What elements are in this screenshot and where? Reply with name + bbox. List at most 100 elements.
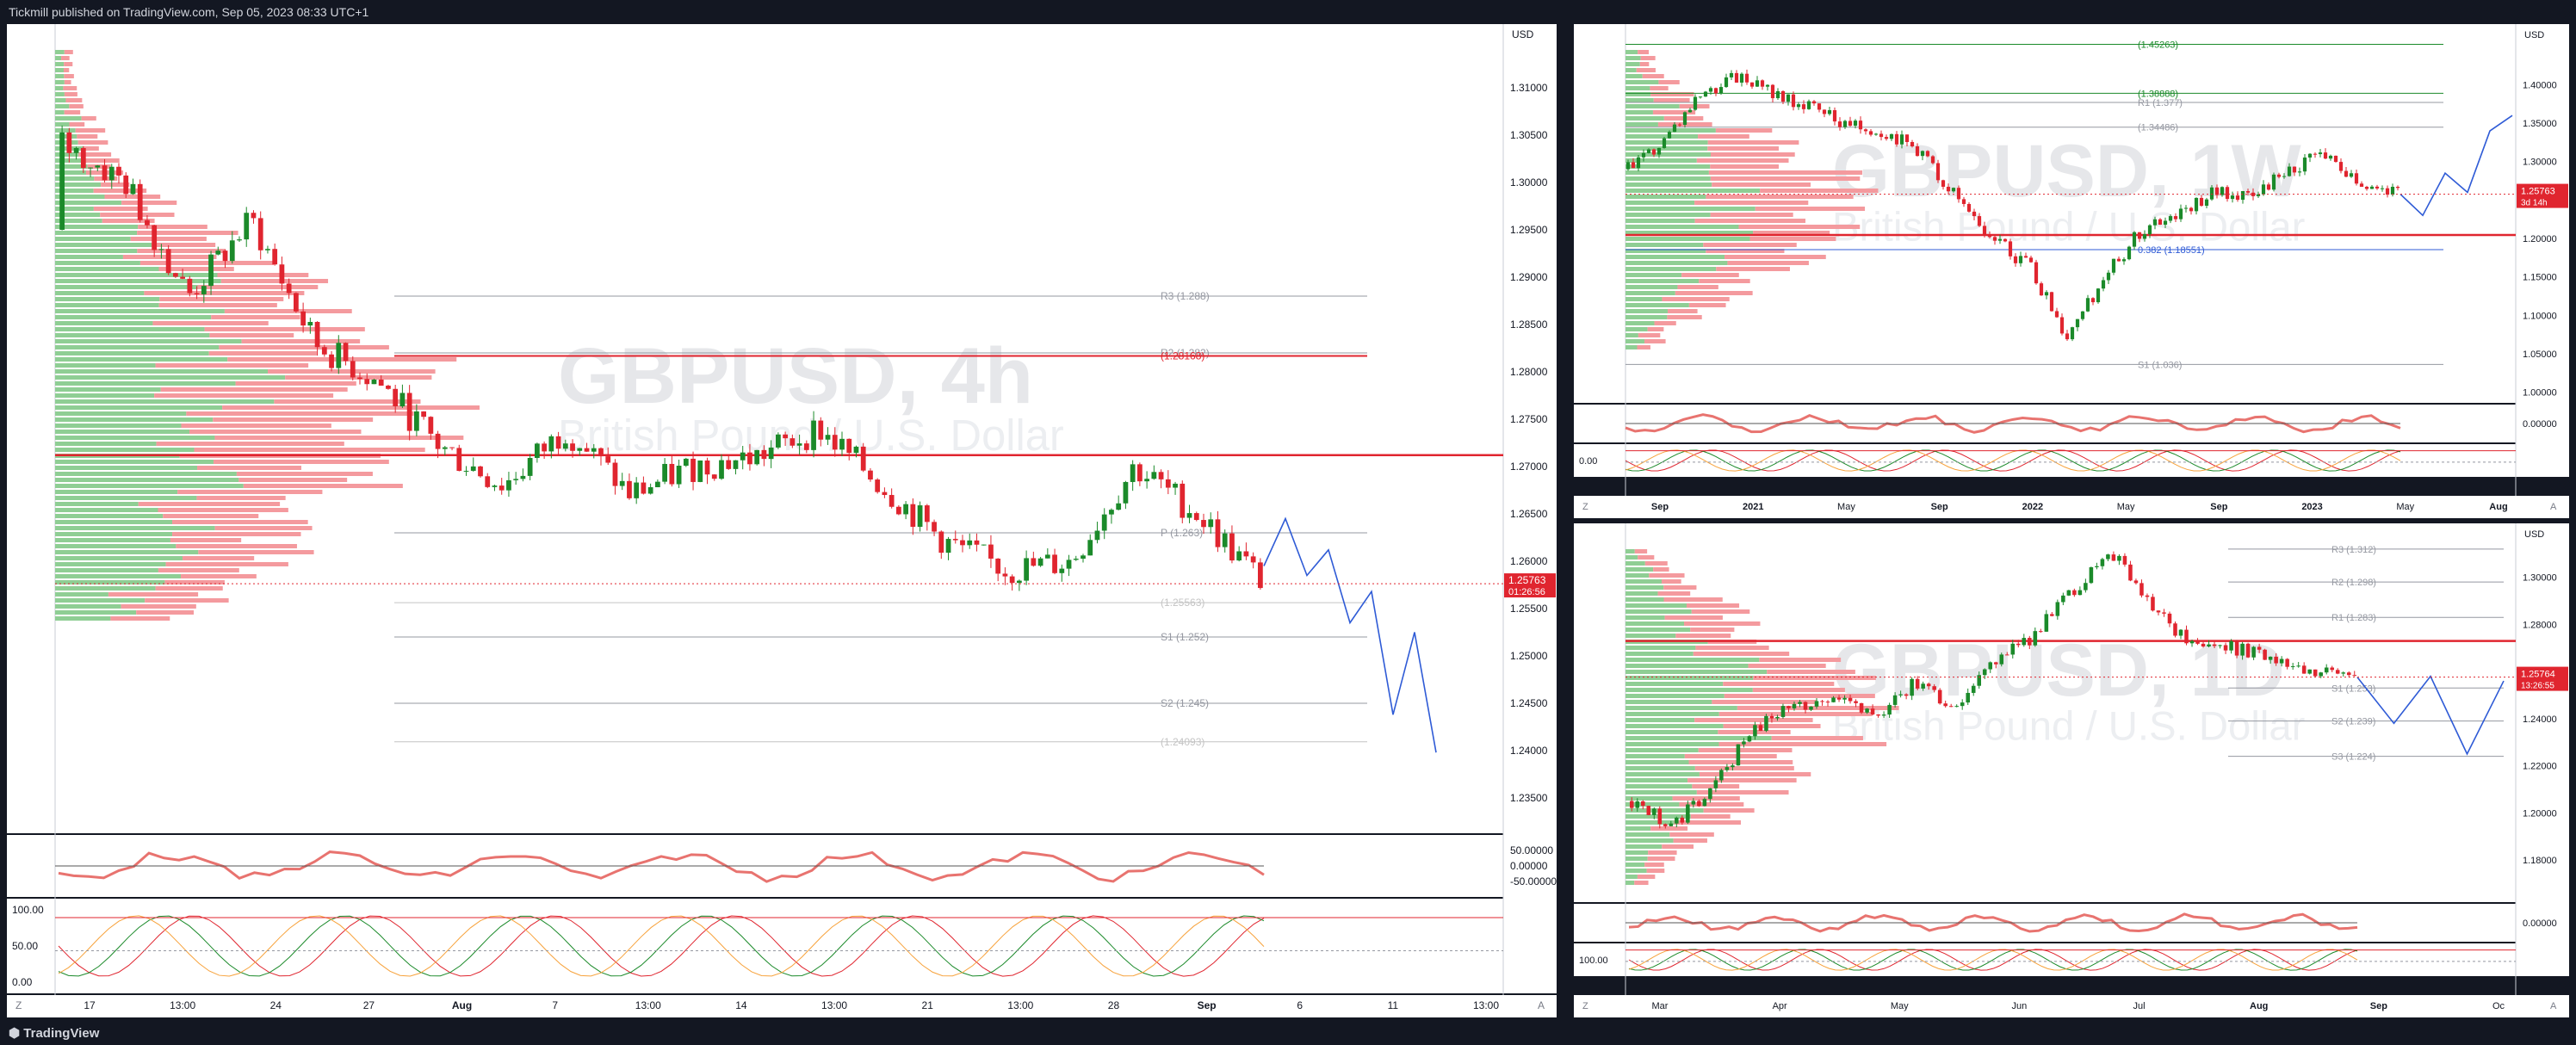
- candle-body: [733, 460, 739, 469]
- candle-body: [1899, 134, 1904, 145]
- volume-bar-buy: [55, 399, 275, 404]
- candle-body: [237, 239, 242, 241]
- candle-body: [1765, 84, 1770, 87]
- volume-bar-sell: [1749, 237, 1836, 241]
- candle: [1087, 534, 1093, 556]
- candle-body: [456, 448, 462, 471]
- time-tick: 17: [84, 999, 96, 1011]
- candle: [619, 473, 625, 491]
- candle: [1904, 693, 1909, 700]
- candle: [1739, 72, 1744, 87]
- candle: [910, 498, 916, 535]
- candle-body: [1798, 702, 1802, 704]
- candle: [343, 342, 349, 366]
- candle-body: [1946, 186, 1951, 192]
- candle: [2142, 230, 2147, 242]
- level-label: S1 (1.252): [1161, 631, 1209, 643]
- tv-brand-icon: ⬢: [9, 1026, 21, 1041]
- volume-bar-sell: [236, 472, 373, 476]
- candle-body: [825, 435, 831, 440]
- candle-body: [173, 273, 178, 277]
- candle-body: [2122, 555, 2127, 565]
- candle-body: [747, 452, 752, 465]
- volume-bar-buy: [1625, 712, 1719, 716]
- volume-bar-buy: [55, 351, 209, 356]
- volume-bar-sell: [1662, 297, 1730, 301]
- candle-body: [1966, 692, 1970, 703]
- candle: [1250, 552, 1256, 569]
- candle-body: [2044, 614, 2049, 632]
- last-price: 1.25763: [1508, 574, 1546, 586]
- candle: [1017, 579, 1022, 591]
- candle: [1960, 699, 1965, 710]
- candle: [1892, 692, 1898, 708]
- stoch-indicator: [1625, 449, 2516, 472]
- candle: [1842, 695, 1847, 704]
- zoom-toggle: Z: [1582, 1001, 1588, 1011]
- candle: [2178, 204, 2183, 222]
- candle-body: [116, 166, 121, 176]
- candle: [2307, 669, 2312, 675]
- candle: [1954, 704, 1959, 708]
- candle: [2111, 551, 2116, 561]
- candle: [2201, 641, 2206, 648]
- volume-bar-buy: [1625, 555, 1638, 560]
- candle-body: [520, 475, 526, 479]
- volume-bar-sell: [151, 243, 216, 247]
- candle-body: [868, 470, 873, 480]
- candle: [2151, 593, 2155, 612]
- candle-body: [690, 458, 696, 482]
- stoch-line: [1628, 949, 2358, 971]
- volume-bar-sell: [1738, 225, 1861, 229]
- volume-bar-buy: [55, 86, 64, 90]
- candle-body: [952, 539, 958, 541]
- candle: [1836, 695, 1842, 702]
- candle-body: [265, 249, 270, 250]
- candle: [1672, 121, 1677, 133]
- candle: [669, 454, 675, 487]
- time-tick: Apr: [1773, 1001, 1787, 1011]
- candle-body: [740, 452, 746, 461]
- volume-bar-buy: [1625, 573, 1650, 578]
- volume-bar-sell: [64, 62, 73, 66]
- candle: [435, 430, 441, 459]
- candle-body: [2352, 675, 2357, 677]
- candle: [783, 431, 788, 446]
- candle-body: [2344, 170, 2349, 177]
- candle: [2167, 611, 2172, 628]
- candle: [2223, 642, 2228, 654]
- candle-body: [229, 240, 235, 262]
- candle-body: [2139, 583, 2144, 596]
- volume-bar-sell: [156, 442, 344, 446]
- candle: [2287, 163, 2292, 177]
- candle-body: [1130, 464, 1136, 482]
- rsi-tick: 50.00000: [1510, 844, 1553, 856]
- candle: [2189, 207, 2194, 215]
- volume-bar-buy: [55, 303, 159, 307]
- candle-body: [1881, 714, 1886, 716]
- candle: [2235, 191, 2240, 202]
- volume-bar-sell: [64, 74, 74, 78]
- candle-body: [2050, 614, 2054, 616]
- candle: [1703, 90, 1708, 97]
- candle: [2225, 185, 2230, 202]
- candle: [1066, 554, 1072, 577]
- candle: [2044, 609, 2049, 633]
- price-tick: 1.27500: [1510, 413, 1548, 425]
- candle: [2084, 578, 2088, 593]
- candle-body: [1859, 702, 1864, 713]
- candle: [2163, 217, 2168, 229]
- candle: [399, 384, 406, 408]
- candle-body: [1780, 706, 1786, 717]
- volume-bar-sell: [176, 544, 297, 548]
- candle-body: [2039, 631, 2043, 633]
- candle-body: [2034, 262, 2039, 284]
- candle: [2346, 671, 2351, 678]
- volume-bar-sell: [155, 586, 223, 591]
- candle-body: [2173, 216, 2178, 220]
- volume-bar-buy: [55, 237, 131, 241]
- tradingview-logo[interactable]: ⬢ TradingView: [9, 1025, 99, 1041]
